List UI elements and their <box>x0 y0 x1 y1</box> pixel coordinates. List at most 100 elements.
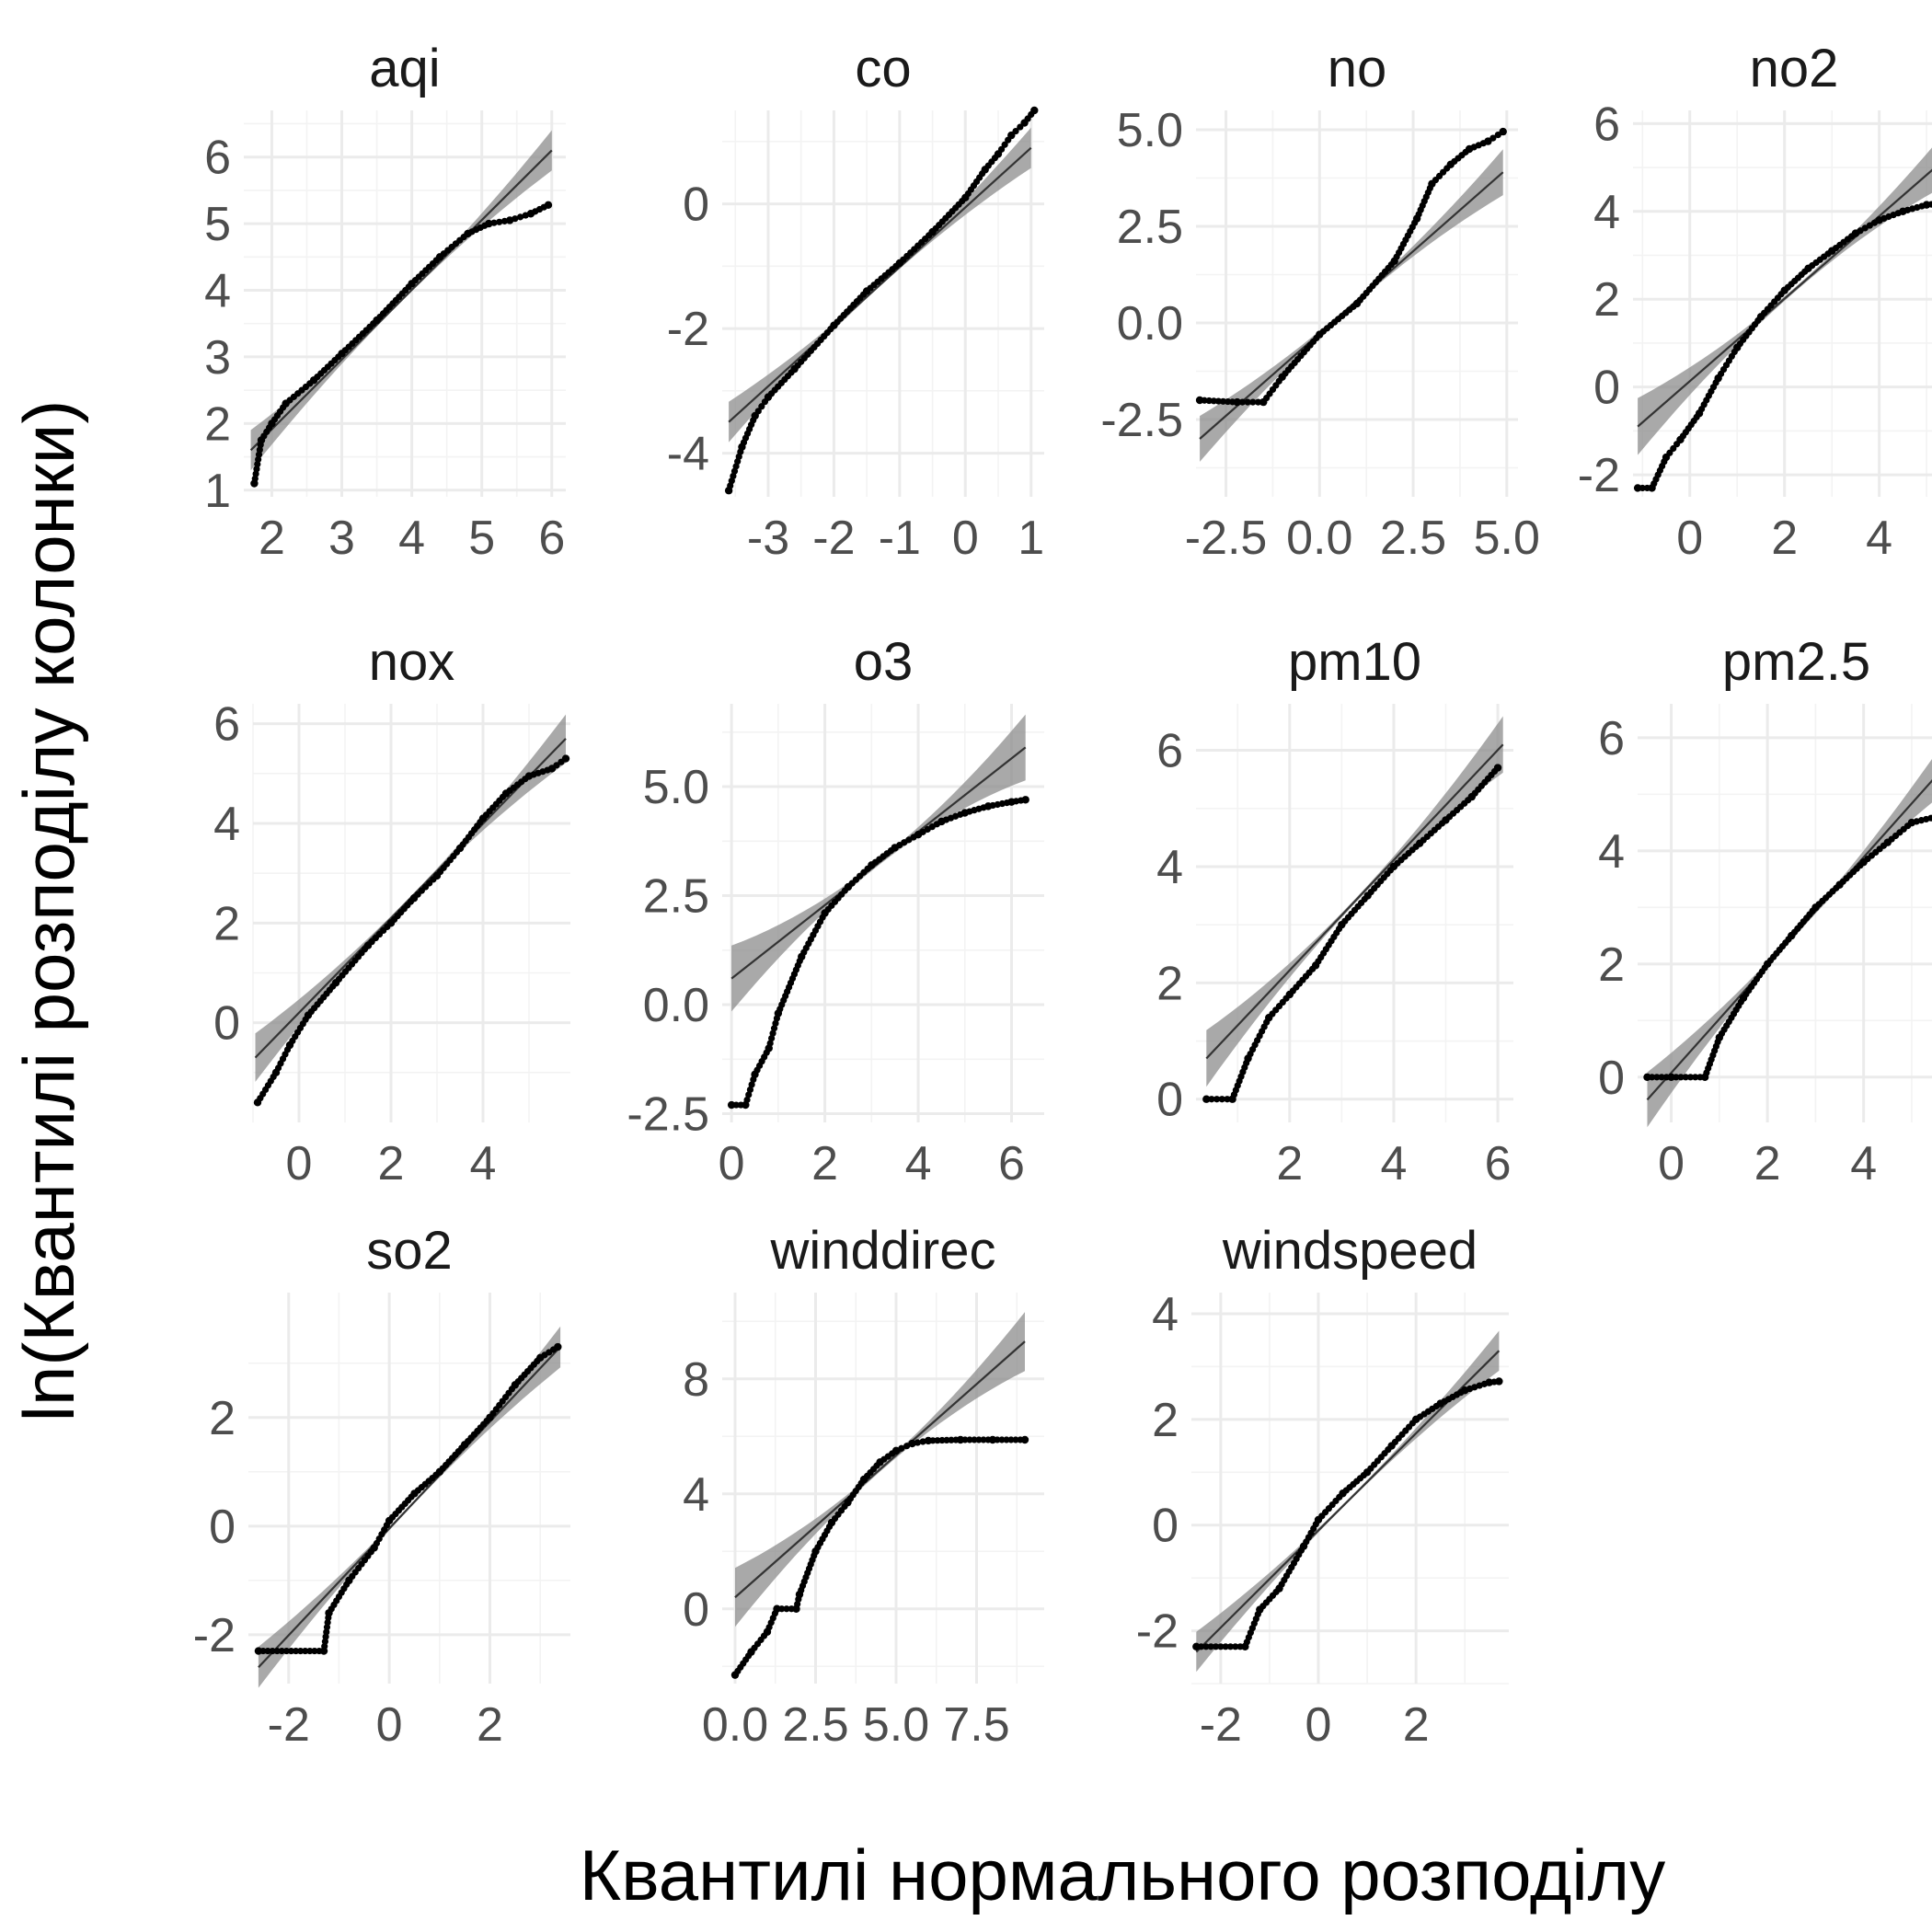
data-point <box>269 1647 276 1655</box>
data-point <box>512 215 519 223</box>
x-tick-label: 0.0 <box>702 1698 768 1752</box>
x-tick-label: -3 <box>747 512 789 565</box>
x-tick-label: 0.0 <box>1286 512 1352 565</box>
data-point <box>259 1647 267 1655</box>
y-tick-label: 4 <box>204 265 231 318</box>
data-point <box>891 1446 901 1455</box>
data-point <box>934 1437 941 1444</box>
reference-line <box>734 1340 1026 1599</box>
data-point <box>1692 1074 1699 1081</box>
data-point <box>778 1605 786 1613</box>
x-tick-label: 2.5 <box>782 1698 848 1752</box>
y-tick-label: 8 <box>683 1353 709 1407</box>
data-point <box>966 1436 973 1443</box>
y-tick-label: 2 <box>1598 938 1625 992</box>
y-tick-label: 4 <box>1156 841 1183 894</box>
x-tick-label: 5.0 <box>863 1698 929 1752</box>
y-tick-label: 4 <box>1152 1288 1179 1341</box>
data-point <box>1212 1643 1220 1650</box>
x-tick-label: 6 <box>1485 1137 1512 1190</box>
y-tick-label: 2 <box>1593 273 1620 327</box>
y-tick-label: 2.5 <box>1117 201 1183 254</box>
x-tick-label: 6 <box>538 512 565 565</box>
x-axis-title: Квантилі нормального розподілу <box>580 1834 1665 1915</box>
facet-panel-pm10: 2 4 6 0 2 4 6 pm10 <box>1156 632 1513 1190</box>
y-tick-label: 2 <box>1156 957 1183 1010</box>
data-point <box>1677 1074 1685 1081</box>
data-point <box>1214 397 1223 405</box>
data-point <box>302 1647 309 1655</box>
data-point <box>994 1436 1001 1443</box>
data-point <box>769 1029 776 1037</box>
data-point <box>770 1025 778 1032</box>
x-tick-label: 0 <box>1658 1137 1685 1190</box>
data-point <box>997 145 1006 153</box>
data-point <box>1673 1074 1680 1081</box>
data-point <box>929 1437 937 1444</box>
data-point <box>1238 398 1247 406</box>
data-point <box>1202 1095 1211 1103</box>
facet-title: no <box>1328 39 1387 98</box>
data-point <box>783 1605 790 1613</box>
data-point <box>754 408 762 415</box>
data-point <box>1205 397 1213 405</box>
x-tick-label: 0 <box>1305 1698 1332 1752</box>
data-point <box>732 1101 740 1109</box>
x-tick-label: 0 <box>719 1137 745 1190</box>
data-point <box>1499 127 1507 136</box>
confidence-band <box>1647 758 1932 1128</box>
x-tick-label: 2 <box>1276 1137 1303 1190</box>
y-tick-label: 4 <box>213 798 240 851</box>
reference-line <box>1637 168 1932 428</box>
data-point <box>908 1439 916 1448</box>
data-point <box>1224 1096 1231 1103</box>
data-point <box>1493 764 1502 772</box>
data-point <box>1653 1074 1661 1081</box>
facet-title: nox <box>369 632 455 692</box>
data-point <box>561 754 570 763</box>
data-point <box>1007 1436 1015 1443</box>
data-point <box>1667 1073 1675 1082</box>
data-point <box>1686 1074 1695 1081</box>
x-tick-label: 5.0 <box>1474 512 1540 565</box>
data-point <box>975 1436 983 1443</box>
x-tick-label: 4 <box>905 1137 932 1190</box>
y-tick-label: 0 <box>1152 1500 1179 1553</box>
y-tick-label: 0.0 <box>1117 297 1183 351</box>
data-point <box>485 219 493 228</box>
data-point <box>1927 201 1932 208</box>
data-point <box>1682 1074 1689 1081</box>
data-point <box>282 1647 291 1655</box>
y-tick-label: 0 <box>1156 1074 1183 1127</box>
data-point <box>1208 1096 1215 1103</box>
data-point <box>1192 1642 1201 1650</box>
x-tick-label: 2.5 <box>1380 512 1446 565</box>
data-point <box>1001 141 1008 148</box>
data-point <box>1012 1436 1019 1443</box>
y-tick-label: 6 <box>1593 98 1620 151</box>
data-point <box>496 218 503 225</box>
x-tick-label: 0 <box>286 1137 313 1190</box>
data-point <box>748 1081 755 1088</box>
y-tick-label: 5 <box>204 198 231 251</box>
facet-panel-so2: -2 0 2 -2 0 2 so2 <box>193 1221 570 1752</box>
y-tick-label: 6 <box>213 698 240 752</box>
data-point <box>1658 1074 1665 1081</box>
y-tick-label: 5.0 <box>1117 104 1183 157</box>
facet-panel-o3: 0 2 4 6 -2.5 0.0 2.5 5.0 o3 <box>627 632 1044 1190</box>
data-point <box>1254 398 1262 406</box>
data-point <box>306 1647 314 1655</box>
data-point <box>1198 1643 1205 1650</box>
x-tick-label: 4 <box>1380 1137 1407 1190</box>
data-point <box>516 213 524 221</box>
y-tick-label: -2 <box>667 303 709 356</box>
x-tick-label: 2 <box>378 1137 405 1190</box>
data-point <box>1244 398 1251 406</box>
y-tick-label: 6 <box>1156 725 1183 778</box>
y-tick-label: 6 <box>204 132 231 185</box>
x-tick-label: 1 <box>1018 512 1044 565</box>
data-point <box>1495 1377 1503 1386</box>
data-point <box>1927 814 1932 822</box>
data-point <box>914 1439 921 1446</box>
